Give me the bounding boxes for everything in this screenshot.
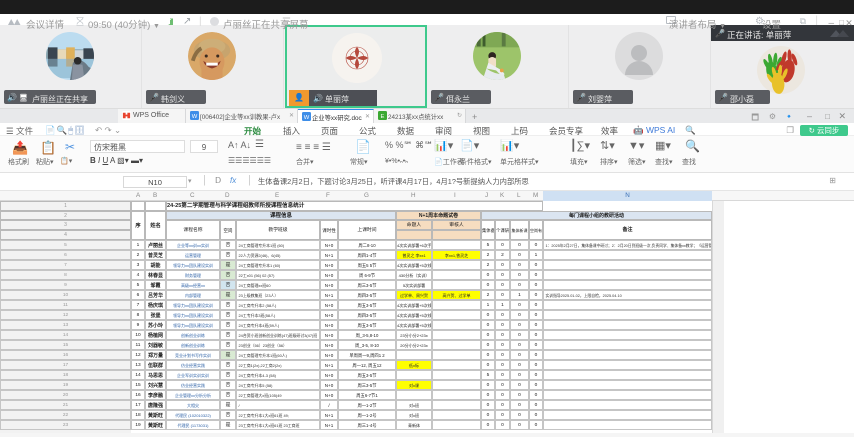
svg-text:E: E [381, 114, 385, 120]
svg-text:W: W [304, 115, 310, 121]
svg-text:W: W [192, 114, 198, 120]
